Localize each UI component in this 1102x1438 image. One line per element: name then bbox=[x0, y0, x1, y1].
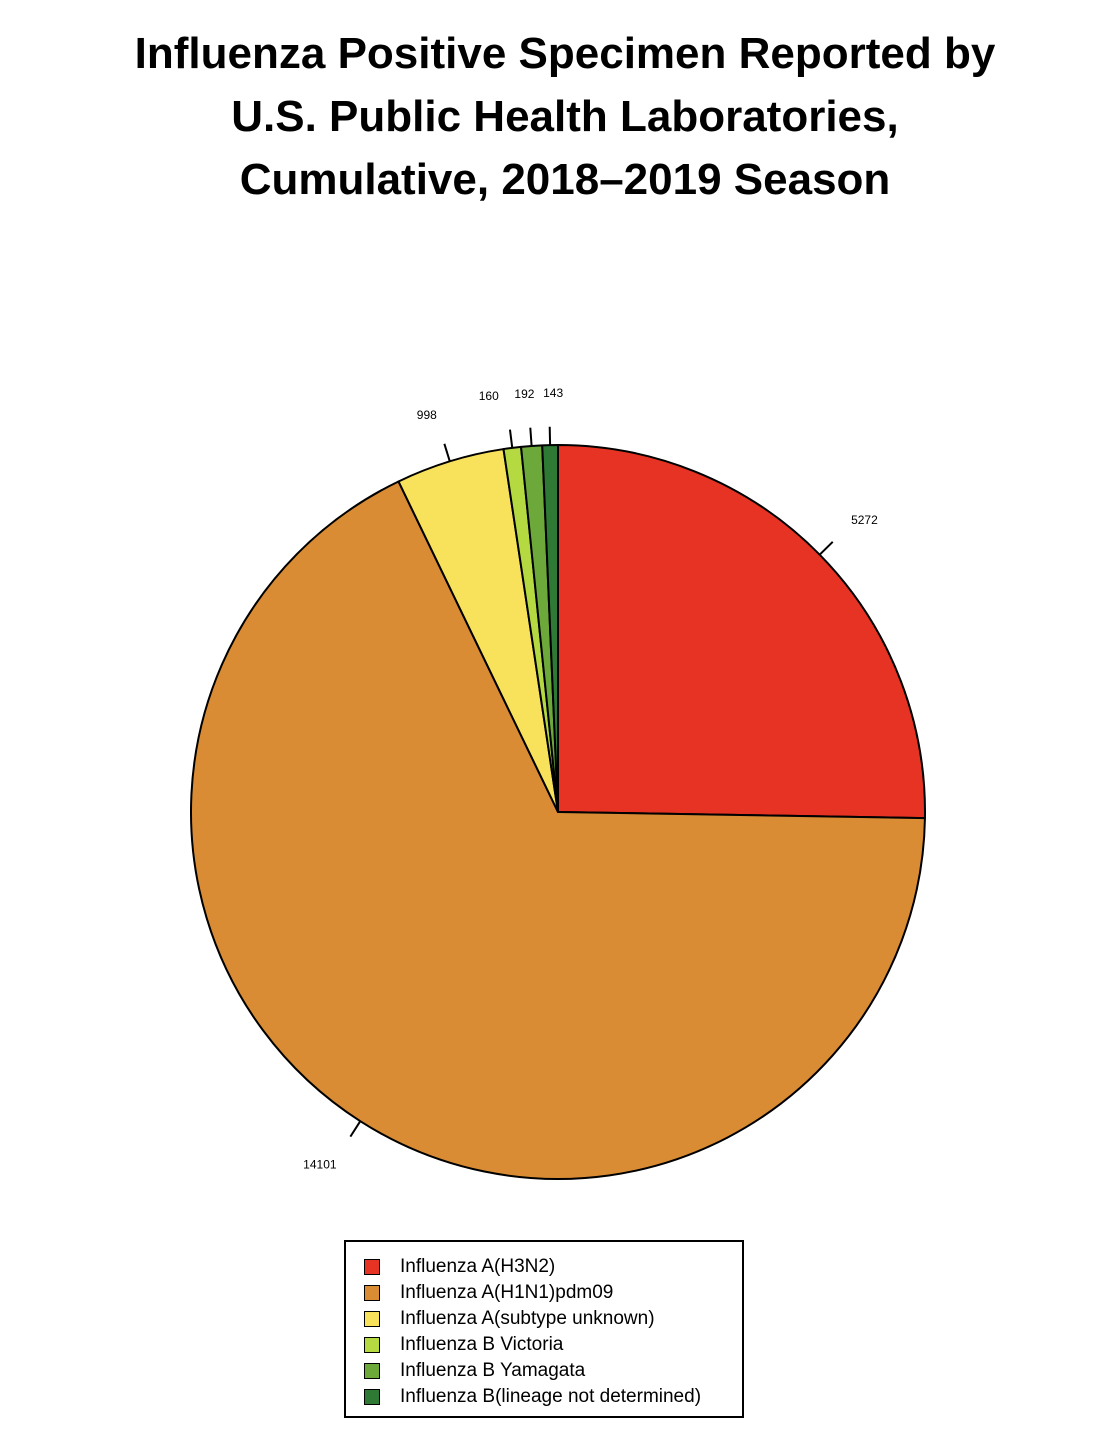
legend-item: Influenza A(H1N1)pdm09 bbox=[364, 1280, 742, 1306]
pie-slice bbox=[557, 444, 926, 820]
legend-label: Influenza B Yamagata bbox=[400, 1360, 586, 1381]
title-line-2: U.S. Public Health Laboratories, bbox=[231, 92, 899, 141]
legend-label: Influenza A(subtype unknown) bbox=[400, 1308, 655, 1329]
legend-swatch bbox=[364, 1337, 380, 1353]
label-tick bbox=[443, 443, 451, 462]
slice-value-label: 14101 bbox=[303, 1157, 337, 1171]
legend-swatch bbox=[364, 1311, 380, 1327]
label-tick bbox=[349, 1120, 362, 1138]
title-line-1: Influenza Positive Specimen Reported by bbox=[134, 29, 996, 78]
legend-item: Influenza A(H3N2) bbox=[364, 1254, 742, 1280]
slice-value-label: 143 bbox=[543, 386, 563, 400]
title-line-3: Cumulative, 2018–2019 Season bbox=[239, 155, 891, 204]
label-ticks bbox=[349, 426, 834, 1138]
legend: Influenza A(H3N2) Influenza A(H1N1)pdm09… bbox=[344, 1240, 744, 1418]
legend-item: Influenza B(lineage not determined) bbox=[364, 1384, 742, 1410]
legend-label: Influenza B(lineage not determined) bbox=[400, 1386, 702, 1407]
legend-item: Influenza A(subtype unknown) bbox=[364, 1306, 742, 1332]
label-tick bbox=[508, 429, 514, 448]
slice-value-label: 160 bbox=[479, 389, 499, 403]
chart-title: Influenza Positive Specimen Reported by … bbox=[0, 22, 1102, 211]
slice-value-label: 998 bbox=[417, 408, 437, 422]
legend-label: Influenza A(H1N1)pdm09 bbox=[400, 1282, 614, 1303]
legend-label: Influenza A(H3N2) bbox=[400, 1256, 556, 1277]
label-tick bbox=[818, 541, 834, 556]
label-tick bbox=[529, 427, 533, 447]
slice-value-label: 5272 bbox=[851, 513, 878, 527]
legend-swatch bbox=[364, 1285, 380, 1301]
legend-swatch bbox=[364, 1363, 380, 1379]
pie-slices bbox=[190, 444, 926, 1180]
legend-item: Influenza B Victoria bbox=[364, 1332, 742, 1358]
legend-swatch bbox=[364, 1389, 380, 1405]
slice-value-label: 192 bbox=[514, 387, 534, 401]
legend-label: Influenza B Victoria bbox=[400, 1334, 564, 1355]
slice-labels: 5272 14101 998 160 192 143 bbox=[303, 386, 878, 1171]
legend-swatch bbox=[364, 1259, 380, 1275]
legend-item: Influenza B Yamagata bbox=[364, 1358, 742, 1384]
